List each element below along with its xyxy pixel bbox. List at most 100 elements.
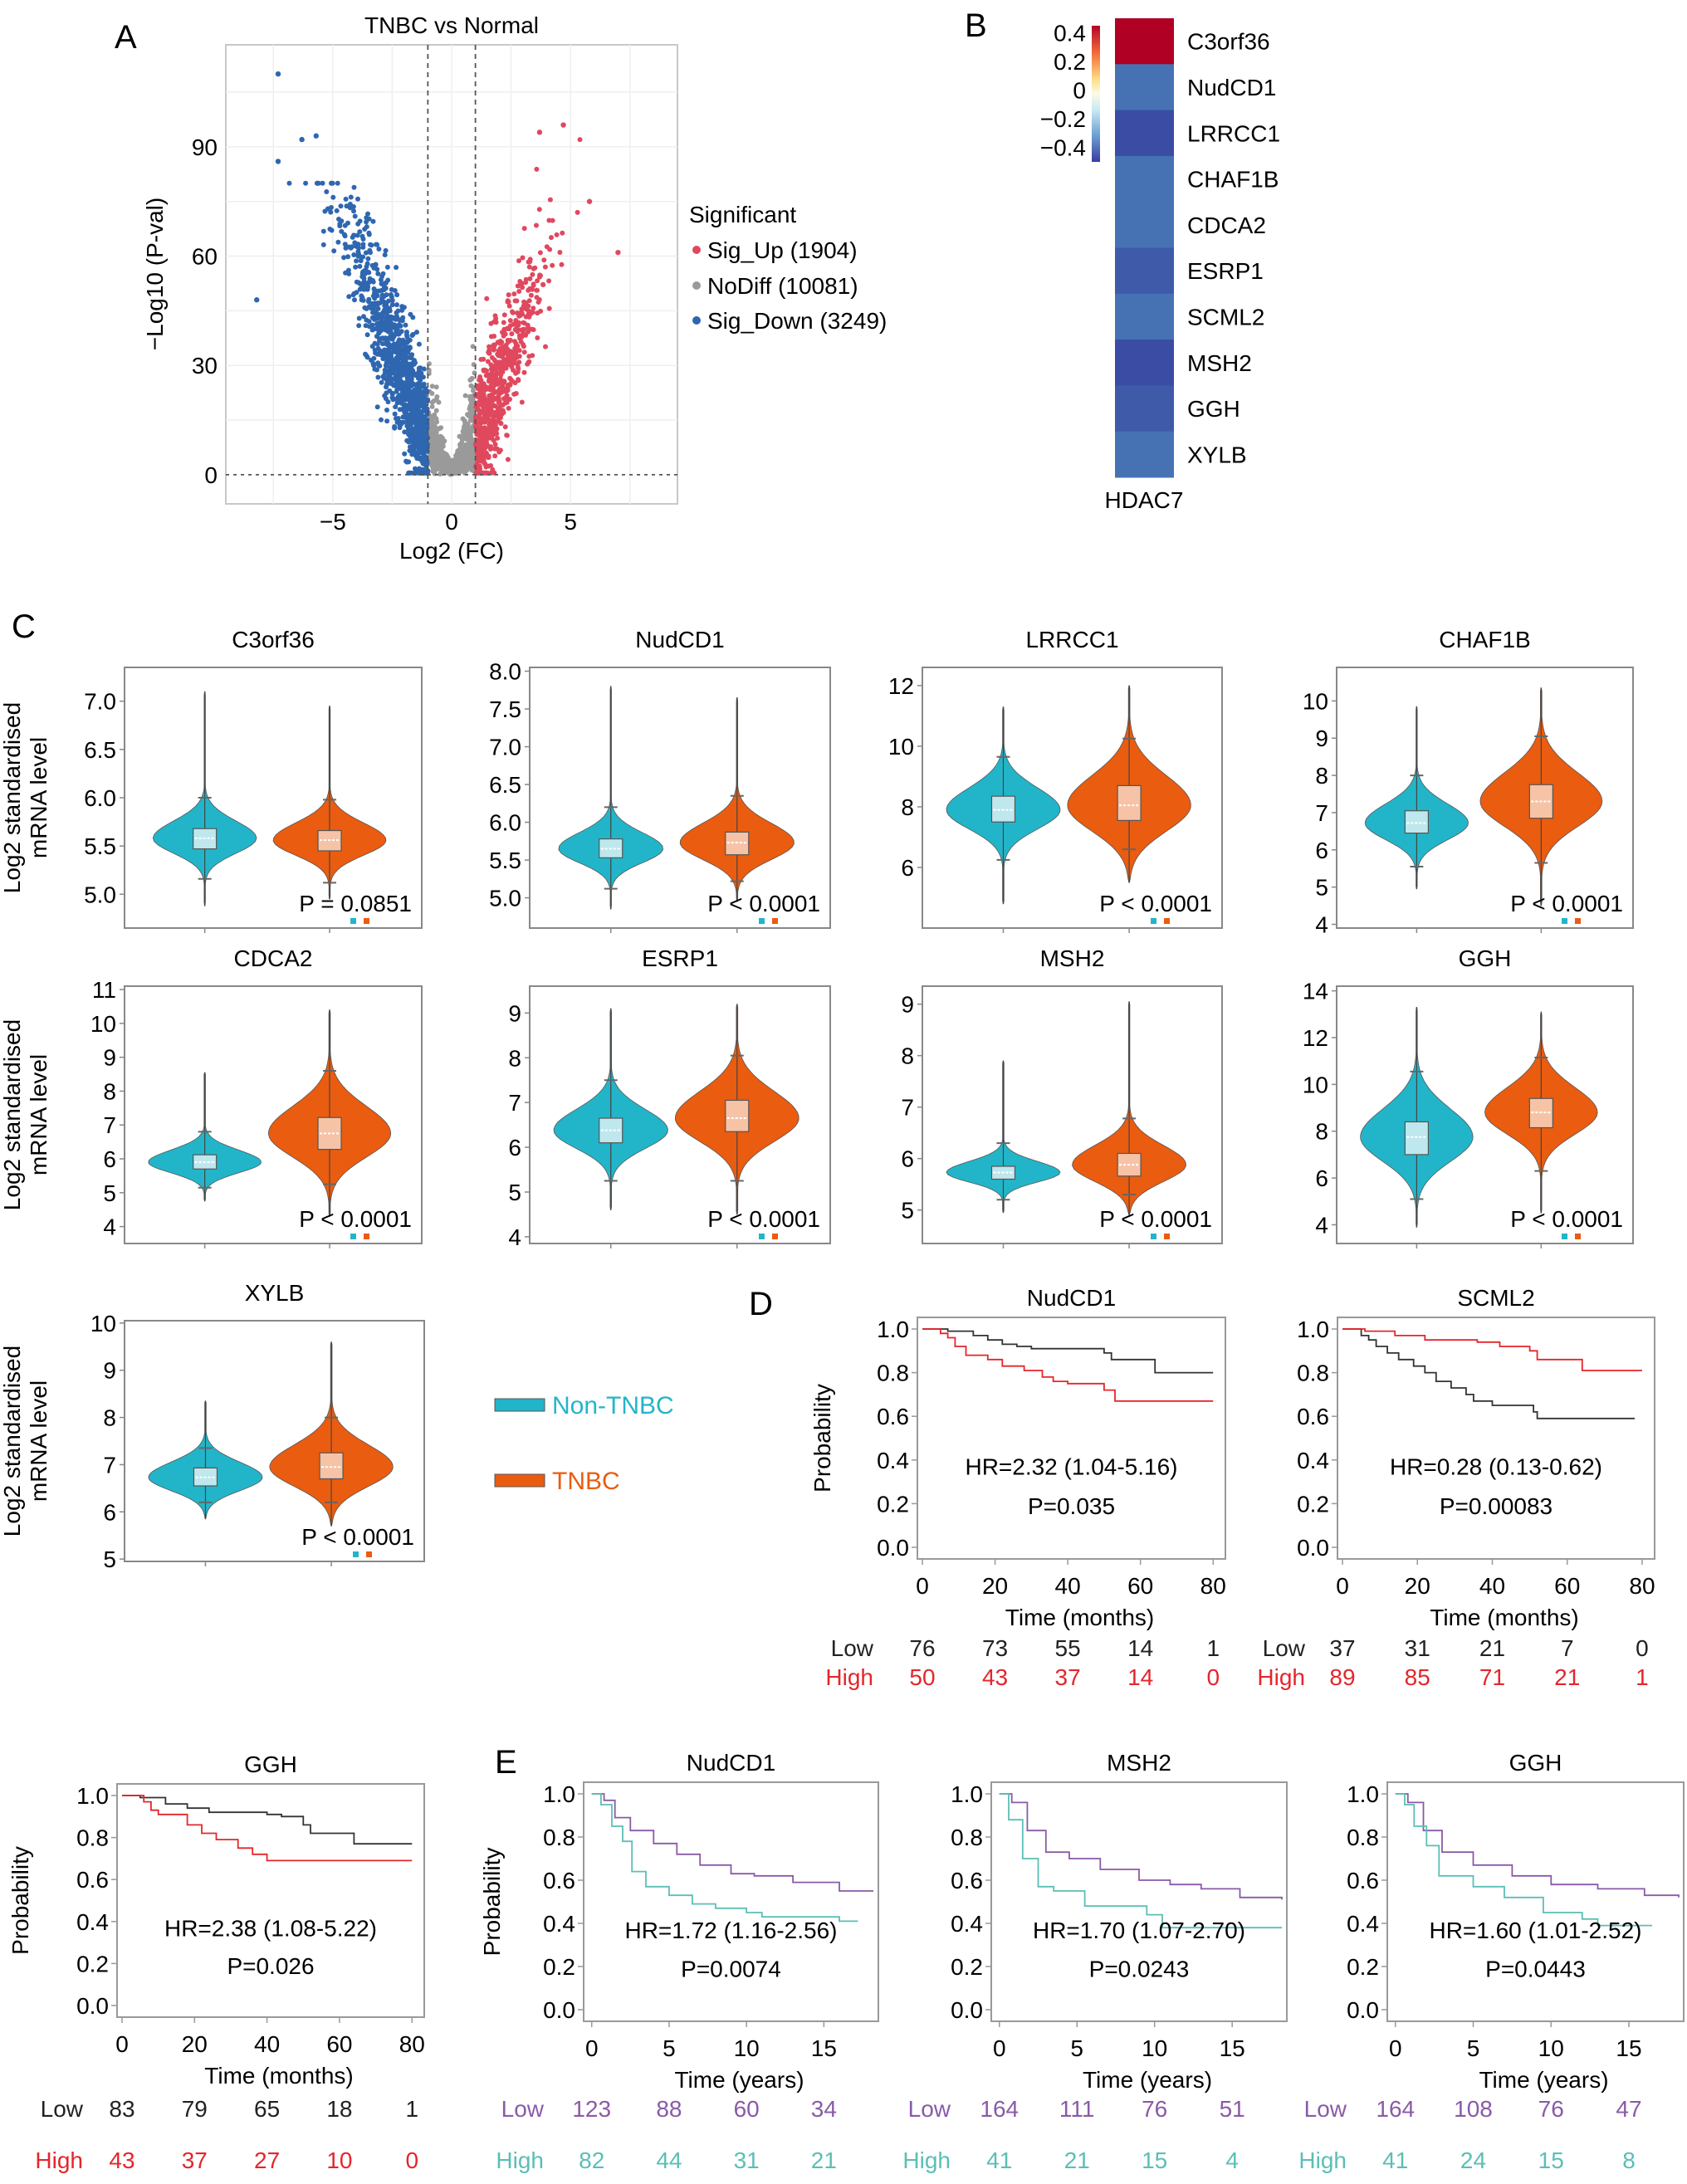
volcano-point-sig-down: [358, 258, 364, 264]
volcano-point-sig-down: [394, 310, 399, 315]
volcano-point-sig-up: [516, 354, 522, 359]
y-tick-label: 0.6: [1347, 1868, 1379, 1893]
y-tick-label: 0.2: [1297, 1491, 1329, 1517]
at-risk-count: 83: [109, 2096, 134, 2122]
at-risk-count: 123: [572, 2096, 611, 2122]
volcano-point-sig-down: [403, 332, 409, 338]
volcano-point-sig-up: [546, 305, 552, 311]
volcano-point-sig-up: [530, 353, 535, 359]
y-tick-label: 8: [508, 1045, 521, 1071]
volcano-point-sig-up: [521, 349, 527, 355]
km-curve-high: [999, 1793, 1282, 1929]
volcano-point-sig-down: [406, 428, 412, 432]
km-plot-area: [990, 1781, 1288, 2022]
volcano-point-sig-down: [399, 304, 405, 310]
volcano-point-sig-up: [495, 435, 501, 441]
heatmap-cell-cdca2: [1115, 202, 1174, 248]
volcano-point-sig-up: [507, 318, 513, 324]
volcano-point-sig-up: [482, 460, 487, 466]
km-p-value-label: P=0.00083: [1440, 1493, 1553, 1519]
volcano-point-sig-down: [417, 392, 423, 398]
volcano-point-sig-down: [366, 299, 371, 305]
at-risk-count: 82: [579, 2147, 604, 2173]
p-value-label: P < 0.0001: [1510, 1206, 1623, 1232]
y-tick-label: 8: [901, 794, 914, 820]
at-risk-count: 88: [656, 2096, 682, 2122]
km-plot-area: [1386, 1781, 1685, 2022]
volcano-point-sig-up: [542, 264, 548, 270]
volcano-point-sig-down: [408, 444, 413, 450]
volcano-title: TNBC vs Normal: [364, 12, 539, 38]
at-risk-count: 108: [1454, 2096, 1493, 2122]
volcano-point-sig-up: [488, 386, 494, 392]
volcano-point-sig-up: [526, 329, 531, 335]
legend-item-sig-down: Sig_Down (3249): [692, 308, 887, 334]
volcano-point-sig-down: [376, 330, 382, 336]
volcano-point-sig-down: [366, 232, 372, 237]
km-curve-low: [122, 1795, 413, 1845]
legend-swatch-tnbc: [494, 1473, 545, 1488]
y-tick-label: 8: [103, 1405, 116, 1431]
x-tick-label: 20: [982, 1573, 1008, 1599]
volcano-point-nodiff: [429, 384, 435, 389]
volcano-point-sig-up: [516, 258, 521, 264]
box-iqr: [1117, 784, 1142, 821]
y-tick-label: 0.0: [1297, 1535, 1329, 1561]
volcano-point-sig-down: [378, 352, 384, 358]
volcano-point-sig-down: [420, 374, 426, 380]
volcano-point-sig-up: [493, 315, 499, 321]
volcano-point-sig-down: [392, 424, 398, 429]
volcano-point-sig-up: [496, 400, 501, 406]
y-tick-label: 0.8: [1347, 1825, 1379, 1850]
volcano-point-sig-down: [372, 302, 378, 308]
volcano-point-sig-down: [355, 251, 361, 257]
volcano-point-sig-down: [386, 298, 391, 304]
volcano-point-sig-down: [342, 242, 348, 247]
y-tick-label: 0.2: [951, 1954, 983, 1980]
volcano-point-sig-down: [381, 287, 387, 293]
volcano-point-sig-up: [540, 282, 546, 287]
y-tick-label: 0.2: [877, 1491, 909, 1517]
volcano-point-sig-down: [396, 340, 402, 346]
violin-y-label: Log2 standardisedmRNA level: [0, 1019, 51, 1210]
y-tick-label: 0.6: [76, 1867, 109, 1893]
y-label-line-1: Log2 standardised: [0, 702, 25, 893]
y-tick-label: 7.0: [84, 689, 116, 715]
at-risk-label-low: Low: [1304, 2096, 1347, 2122]
volcano-point-sig-down: [375, 374, 381, 380]
km-plot-scml2: SCML2 0.0 0.2 0.4 0.6 0.8 1.0 0 20 40 60 80 Time (mo…: [1257, 1285, 1655, 1690]
volcano-point-sig-down: [421, 366, 427, 372]
km-p-value-label: P=0.0243: [1089, 1957, 1190, 1982]
volcano-point-sig-up: [491, 342, 496, 348]
volcano-point-sig-down: [359, 233, 365, 239]
volcano-point-sig-up: [481, 368, 487, 374]
volcano-point-sig-down: [374, 404, 380, 410]
volcano-point-sig-up: [500, 402, 506, 408]
volcano-point-sig-down: [286, 180, 292, 186]
y-tick-label: 0.2: [76, 1951, 109, 1976]
at-risk-count: 55: [1055, 1635, 1081, 1661]
volcano-point-sig-up: [521, 226, 527, 232]
volcano-point-sig-down: [345, 267, 351, 273]
volcano-point-nodiff: [462, 393, 468, 398]
volcano-point-sig-up: [509, 331, 515, 337]
volcano-point-nodiff: [454, 453, 460, 459]
volcano-point-sig-up: [559, 261, 565, 267]
heatmap-row-label: CHAF1B: [1187, 167, 1279, 193]
y-tick-label: 8: [103, 1078, 116, 1104]
y-tick-label: 7.5: [489, 696, 521, 722]
volcano-point-sig-down: [415, 381, 421, 387]
volcano-point-nodiff: [429, 403, 435, 409]
volcano-point-sig-down: [384, 264, 390, 270]
p-value-label: P < 0.0001: [707, 1206, 820, 1232]
at-risk-count: 51: [1220, 2096, 1245, 2122]
y-tick-label: 4: [103, 1214, 116, 1240]
volcano-point-sig-up: [519, 335, 525, 340]
volcano-point-sig-down: [405, 395, 411, 401]
km-title: NudCD1: [687, 1750, 775, 1776]
volcano-point-sig-down: [385, 277, 391, 283]
at-risk-count: 15: [1538, 2147, 1564, 2173]
volcano-point-nodiff: [444, 464, 450, 470]
at-risk-count: 44: [656, 2147, 682, 2173]
volcano-point-sig-up: [501, 320, 506, 325]
